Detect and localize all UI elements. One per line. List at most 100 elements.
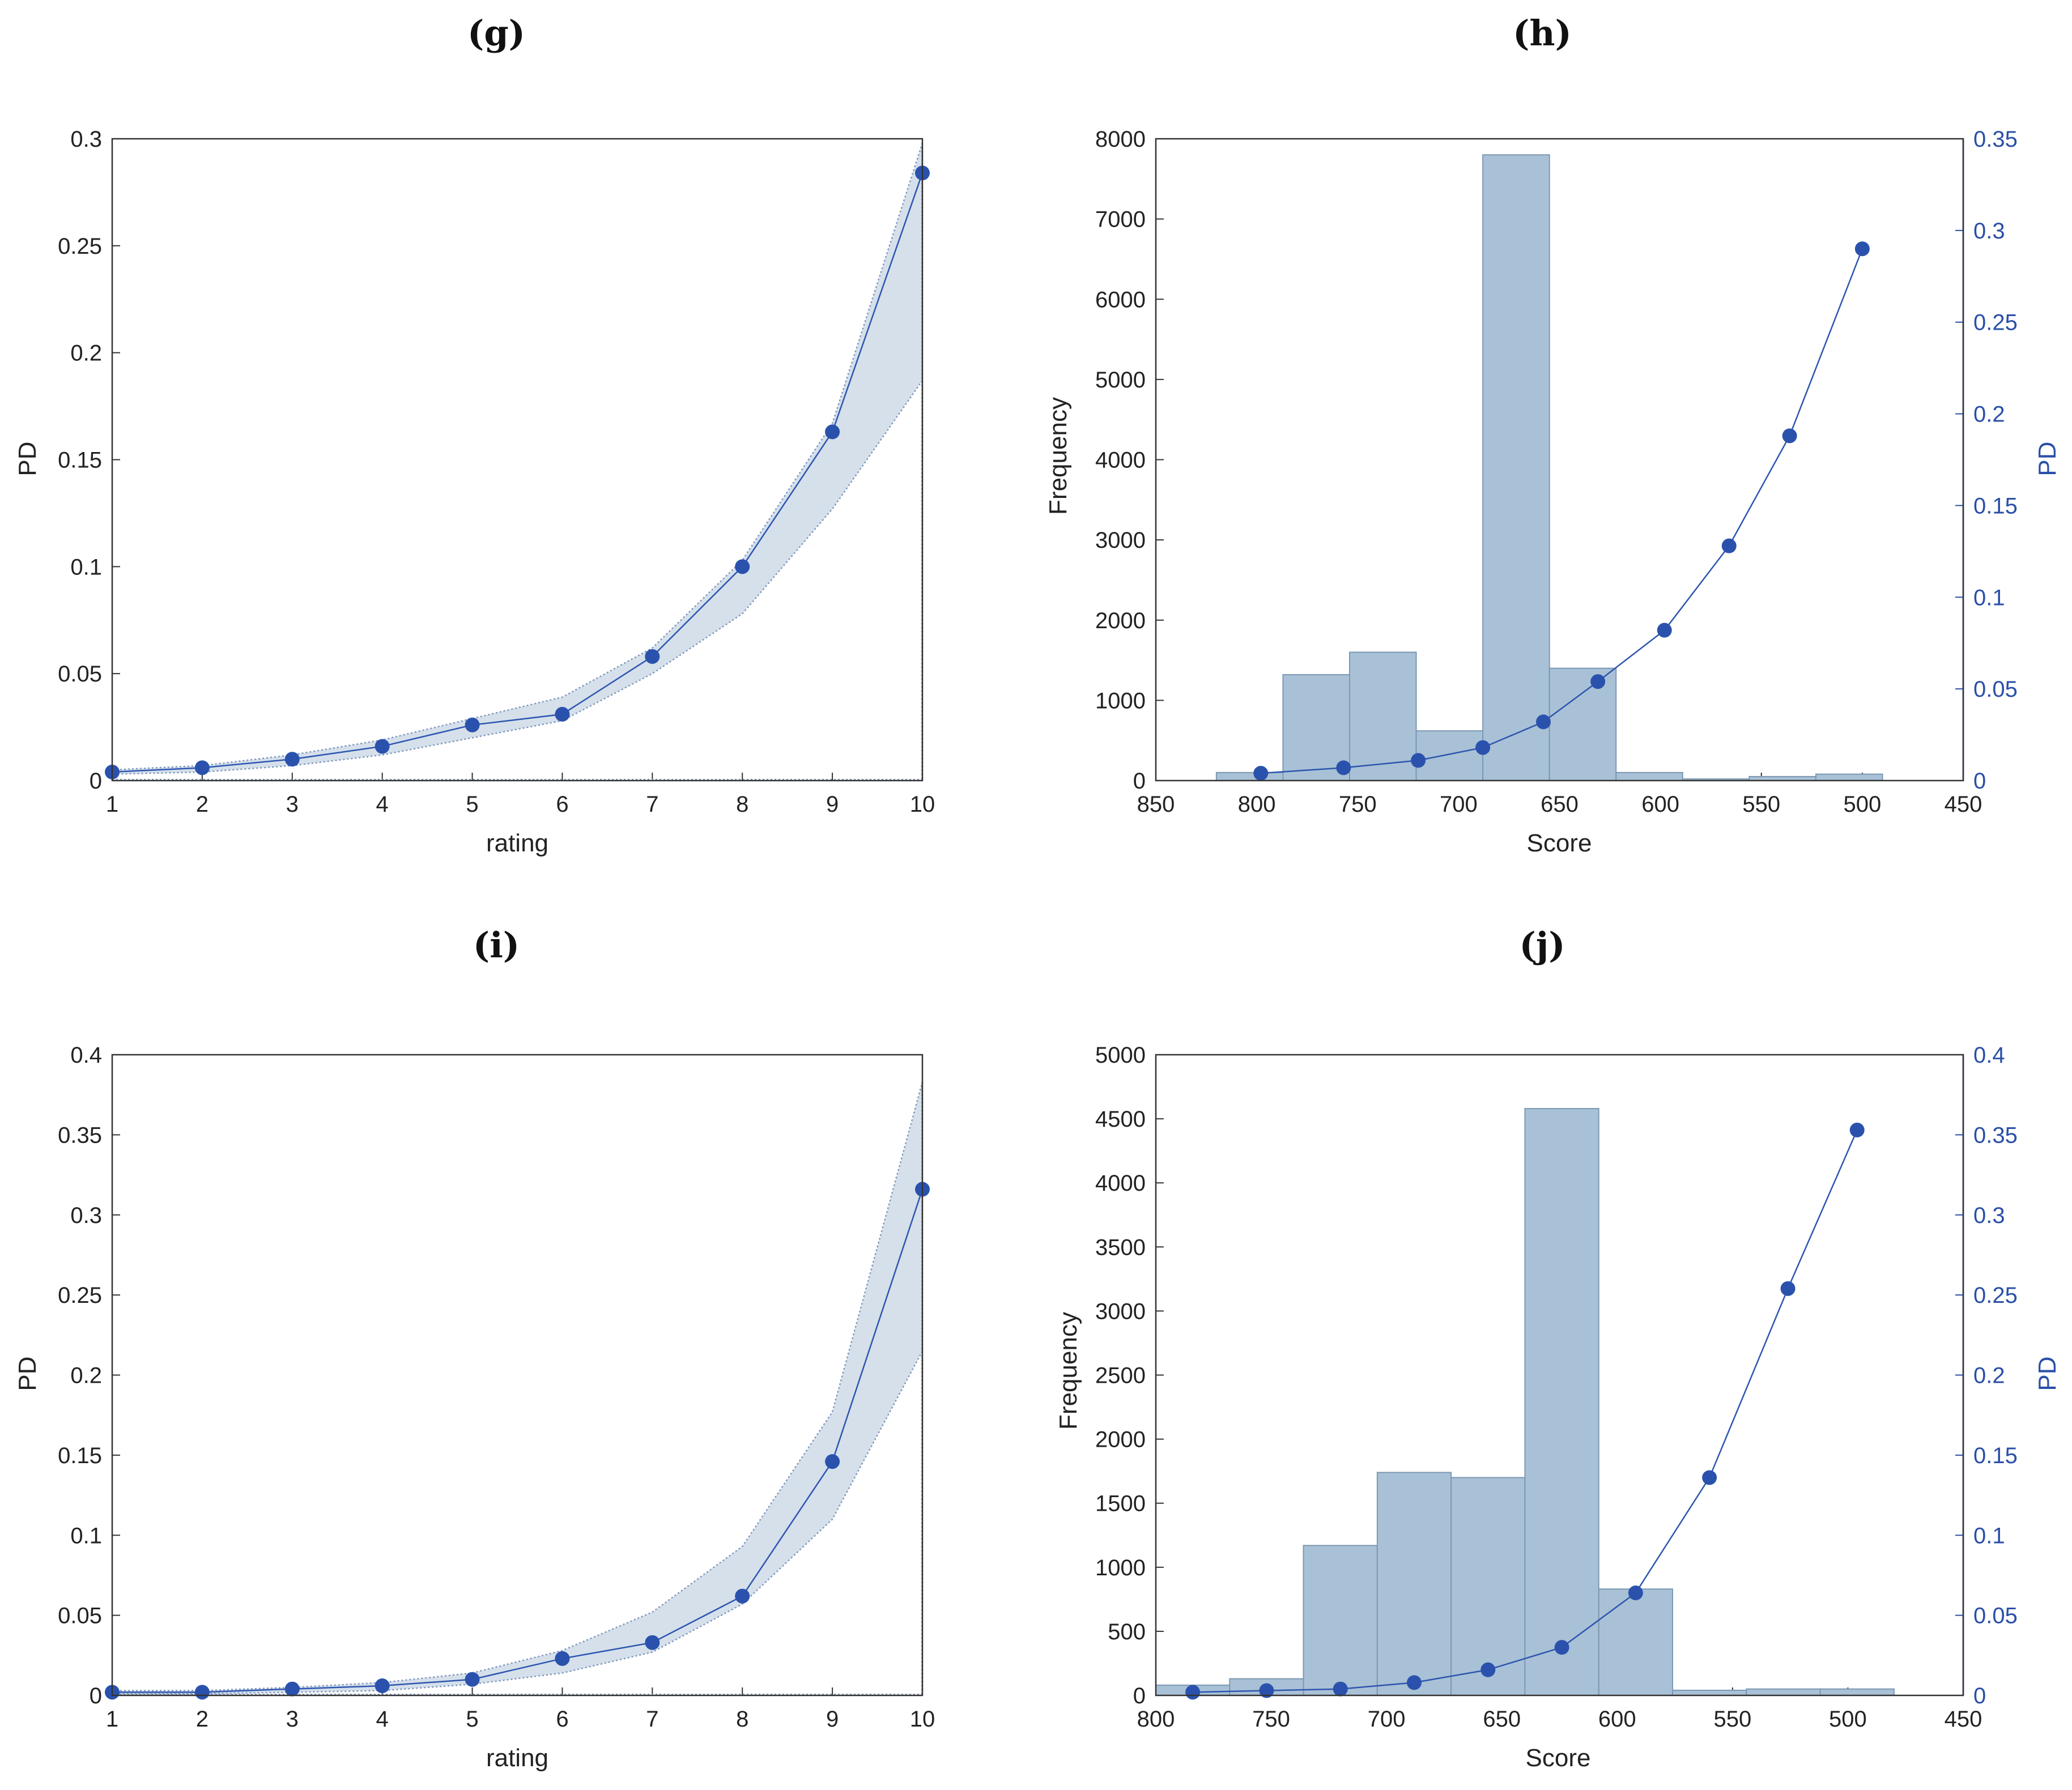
panel-j-plot [1155,1108,1895,1700]
panel-j-ylabel-right: PD [2033,1356,2061,1391]
histogram-bar [1548,667,1617,781]
x-tick-label: 500 [1829,1707,1867,1732]
band-upper-edge [112,1081,924,1691]
y-right-tick-label: 0.25 [1973,1283,2018,1308]
y-tick-label: 6000 [1095,287,1146,312]
pd-point [1411,753,1426,768]
pd-point [1702,1470,1717,1485]
pd-point [735,1588,750,1604]
x-tick-label: 6 [556,1707,568,1732]
x-tick-label: 7 [646,792,658,817]
x-tick-label: 450 [1945,792,1982,817]
panel-g-axes-frame [111,138,924,782]
y-tick-label: 0.3 [70,127,102,152]
y-right-tick-label: 0.05 [1973,677,2018,702]
y-right-tick-label: 0.3 [1973,219,2005,244]
y-tick-label: 3000 [1095,1299,1146,1324]
histogram-bar [1415,730,1484,782]
x-tick-label: 600 [1641,792,1679,817]
histogram-bar [1349,651,1417,782]
x-tick-label: 800 [1238,792,1276,817]
x-tick-label: 550 [1713,1707,1751,1732]
pd-point [284,1681,300,1697]
panel-g-xlabel: rating [486,829,548,857]
y-tick-label: 5000 [1095,368,1146,393]
x-tick-label: 600 [1598,1707,1636,1732]
pd-point [1259,1683,1274,1698]
pd-point [1185,1685,1201,1700]
panel-h-ylabel: Frequency [1044,397,1072,515]
pd-series-line [112,1189,924,1693]
pd-point [1407,1675,1422,1690]
pd-point [825,1454,840,1469]
x-tick-label: 3 [286,1707,299,1732]
histogram-bar [1615,772,1683,782]
panel-i-xlabel: rating [486,1744,548,1772]
y-tick-label: 2000 [1095,608,1146,633]
y-right-tick-label: 0.1 [1973,585,2005,610]
panel-h-axes-frame [1155,138,1964,782]
histogram-bar [1598,1588,1674,1696]
y-tick-label: 0.1 [70,1523,102,1548]
pd-point [194,760,210,775]
y-tick-label: 0.2 [70,1363,102,1388]
pd-series-line [1193,1130,1858,1693]
x-tick-label: 2 [196,792,209,817]
panel-g: (g) 1 2 3 4 5 6 7 8 9 10 0 0.05 0.1 0.15 0.2 0.25 0.3 ra… [14,12,935,857]
panel-h-ylabel-right: PD [2033,441,2061,476]
histogram-bar [1815,773,1883,782]
y-tick-label: 0.15 [58,448,102,473]
histogram-bar [1303,1545,1378,1696]
panel-h-xlabel: Score [1527,829,1592,857]
pd-point [1849,1122,1865,1137]
y-right-tick-label: 0 [1973,769,1986,794]
panel-i: (i) 1 2 3 4 5 6 7 8 9 10 0 0.05 0.1 0.15 0.2 0.25 0.3 0.3… [14,924,935,1772]
y-right-tick-label: 0.2 [1973,1363,2005,1388]
y-tick-label: 3000 [1095,528,1146,553]
y-tick-label: 7000 [1095,207,1146,232]
x-tick-label: 10 [910,792,935,817]
band-lower-edge [112,1350,924,1695]
panel-h: (h) 850 800 750 700 650 600 550 500 450010002000… [1044,12,2061,857]
y-right-tick-label: 0.35 [1973,127,2018,152]
pd-series-line [1261,248,1863,774]
x-tick-label: 700 [1440,792,1478,817]
histogram-bar [1746,1688,1821,1696]
y-right-tick-label: 0.1 [1973,1523,2005,1548]
pd-point [1480,1662,1496,1677]
x-tick-label: 10 [910,1707,935,1732]
y-right-tick-label: 0.2 [1973,402,2005,427]
panel-g-ylabel: PD [14,441,41,476]
x-tick-label: 9 [826,792,839,817]
x-tick-label: 650 [1541,792,1579,817]
y-right-tick-label: 0.15 [1973,493,2018,518]
panel-i-ticks: 1 2 3 4 5 6 7 8 9 10 0 0.05 0.1 0.15 0.2 0.25 0.3 0.35 0.4 [58,1043,935,1732]
pd-point [1657,623,1672,638]
pd-point [1782,428,1797,444]
pd-point [825,424,840,440]
pd-point [1475,740,1491,755]
pd-point [465,1672,480,1687]
y-tick-label: 0 [1133,1684,1146,1708]
panel-j-ylabel: Frequency [1054,1312,1082,1430]
y-tick-label: 0 [90,1684,102,1708]
y-tick-label: 0.2 [70,341,102,366]
x-tick-label: 6 [556,792,568,817]
y-tick-label: 0.3 [70,1203,102,1228]
pd-point [645,1635,660,1650]
x-tick-label: 650 [1483,1707,1521,1732]
y-tick-label: 0.25 [58,234,102,259]
y-right-tick-label: 0.25 [1973,310,2018,335]
pd-point [1536,714,1551,730]
y-tick-label: 0.05 [58,662,102,687]
y-tick-label: 4000 [1095,1171,1146,1196]
y-tick-label: 8000 [1095,127,1146,152]
y-tick-label: 500 [1108,1619,1146,1644]
x-tick-label: 4 [376,1707,389,1732]
y-tick-label: 2500 [1095,1363,1146,1388]
x-tick-label: 850 [1137,792,1175,817]
y-tick-label: 1000 [1095,1555,1146,1580]
panel-j: (j) 800 750 700 650 600 550 500 450050010001500… [1054,924,2061,1772]
histogram-bar [1215,772,1284,782]
